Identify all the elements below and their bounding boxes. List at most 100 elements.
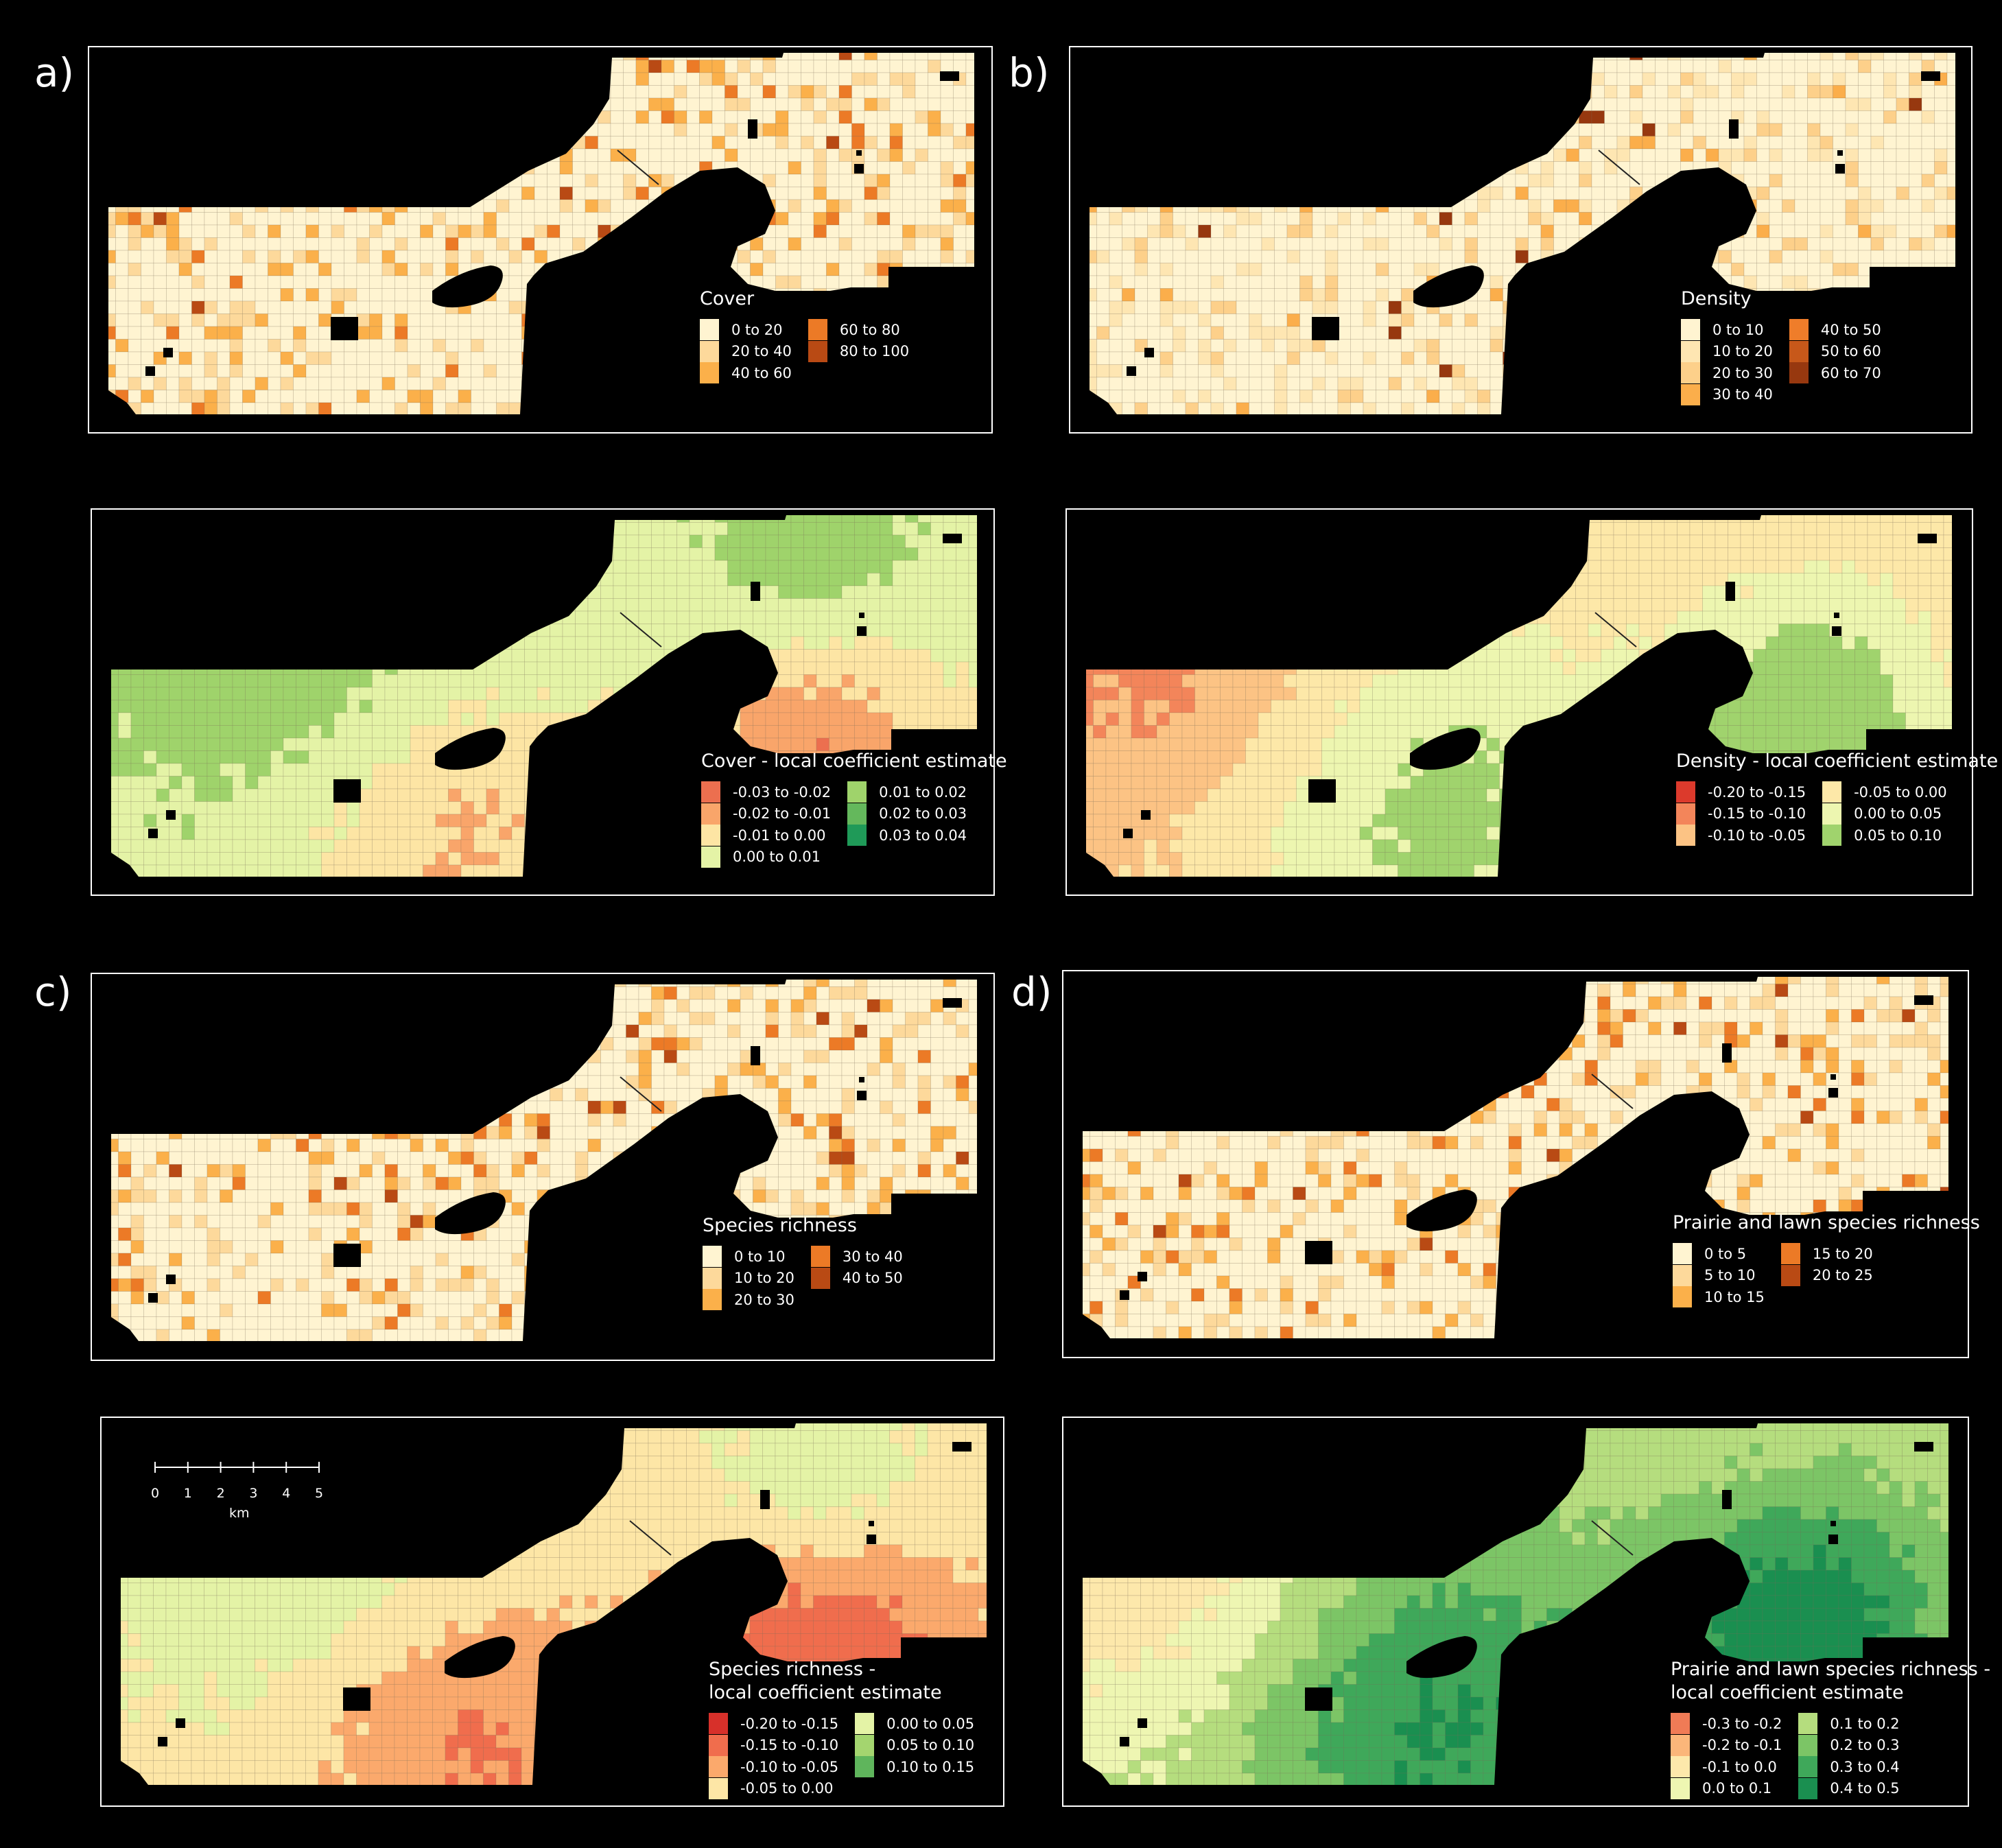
grid-cell: [166, 313, 180, 327]
grid-cell: [648, 136, 662, 150]
grid-cell: [550, 585, 563, 599]
grid-cell: [204, 148, 217, 162]
grid-cell: [838, 402, 852, 414]
grid-cell: [940, 53, 954, 60]
grid-cell: [953, 53, 967, 60]
grid-cell: [1312, 85, 1326, 99]
grid-cell: [635, 60, 649, 73]
grid-cell: [1655, 123, 1669, 137]
grid-cell: [1185, 60, 1199, 73]
grid-cell: [321, 573, 335, 587]
grid-cell: [572, 72, 586, 86]
grid-cell: [1896, 300, 1909, 314]
grid-cell: [1921, 263, 1935, 276]
grid-cell: [1210, 110, 1224, 124]
grid-cell: [613, 598, 626, 612]
grid-cell: [1477, 97, 1491, 111]
grid-cell: [813, 123, 827, 137]
grid-cell: [1604, 390, 1618, 403]
grid-cell: [331, 60, 344, 73]
grid-cell: [1642, 300, 1656, 314]
grid-cell: [1909, 97, 1922, 111]
grid-cell: [1388, 326, 1402, 340]
grid-cell: [661, 275, 674, 289]
grid-cell: [550, 560, 563, 573]
grid-cell: [293, 250, 307, 263]
grid-cell: [1656, 428, 1669, 432]
legend-swatch: [1681, 383, 1700, 405]
grid-cell: [1629, 390, 1643, 403]
grid-cell: [141, 288, 154, 302]
grid-cell: [1693, 428, 1706, 432]
grid-cell: [573, 416, 586, 429]
grid-cell: [280, 72, 294, 86]
grid-cell: [864, 212, 878, 226]
grid-cell: [1090, 72, 1097, 86]
grid-cell: [344, 390, 357, 403]
grid-cell: [829, 515, 843, 523]
grid-cell: [537, 573, 550, 587]
grid-cell: [194, 598, 208, 612]
grid-cell: [445, 148, 459, 162]
grid-cell: [473, 585, 487, 599]
grid-cell: [890, 416, 903, 429]
grid-cell: [445, 161, 459, 175]
grid-cell: [1616, 97, 1630, 111]
grid-cell: [318, 300, 332, 314]
grid-cell: [689, 560, 703, 573]
grid-cell: [585, 428, 598, 432]
grid-cell: [624, 416, 637, 429]
grid-cell: [359, 585, 373, 599]
grid-cell: [1173, 224, 1186, 238]
grid-cell: [407, 97, 421, 111]
grid-cell: [928, 351, 941, 365]
grid-cell: [1870, 237, 1884, 251]
grid-cell: [1489, 300, 1503, 314]
grid-cell: [1274, 263, 1288, 276]
grid-cell: [1579, 224, 1592, 238]
grid-cell: [369, 288, 383, 302]
grid-cell: [521, 364, 535, 378]
grid-cell: [483, 136, 497, 150]
grid-cell: [674, 72, 687, 86]
grid-cell: [1833, 187, 1846, 200]
grid-cell: [1909, 174, 1922, 187]
grid-cell: [229, 187, 243, 200]
grid-cell: [1147, 85, 1161, 99]
grid-cell: [917, 534, 931, 548]
grid-cell: [1325, 53, 1339, 60]
grid-cell: [408, 416, 421, 429]
grid-cell: [1820, 85, 1833, 99]
grid-cell: [460, 547, 474, 561]
grid-cell: [587, 534, 601, 548]
grid-cell: [1833, 428, 1846, 432]
grid-cell: [1413, 72, 1427, 86]
grid-cell: [1489, 237, 1503, 251]
legend-label: 40 to 50: [1820, 321, 1881, 338]
grid-cell: [559, 161, 573, 175]
grid-cell: [725, 110, 738, 124]
grid-cell: [181, 573, 195, 587]
grid-cell: [610, 72, 624, 86]
grid-cell: [686, 364, 700, 378]
grid-cell: [623, 187, 637, 200]
grid-cell: [369, 174, 383, 187]
grid-cell: [1426, 339, 1440, 353]
grid-cell: [1426, 97, 1440, 111]
grid-cell: [1325, 263, 1339, 276]
grid-cell: [801, 212, 814, 226]
grid-cell: [344, 300, 357, 314]
grid-cell: [1528, 339, 1542, 353]
grid-cell: [204, 199, 217, 213]
grid-cell: [915, 250, 928, 263]
grid-cell: [1109, 212, 1122, 226]
grid-cell: [432, 390, 446, 403]
grid-cell: [1503, 390, 1516, 403]
grid-cell: [321, 515, 335, 523]
grid-cell: [369, 326, 383, 340]
grid-cell: [572, 224, 586, 238]
grid-cell: [1655, 275, 1669, 289]
grid-cell: [877, 275, 891, 289]
grid-cell: [550, 515, 563, 523]
grid-cell: [765, 547, 779, 561]
